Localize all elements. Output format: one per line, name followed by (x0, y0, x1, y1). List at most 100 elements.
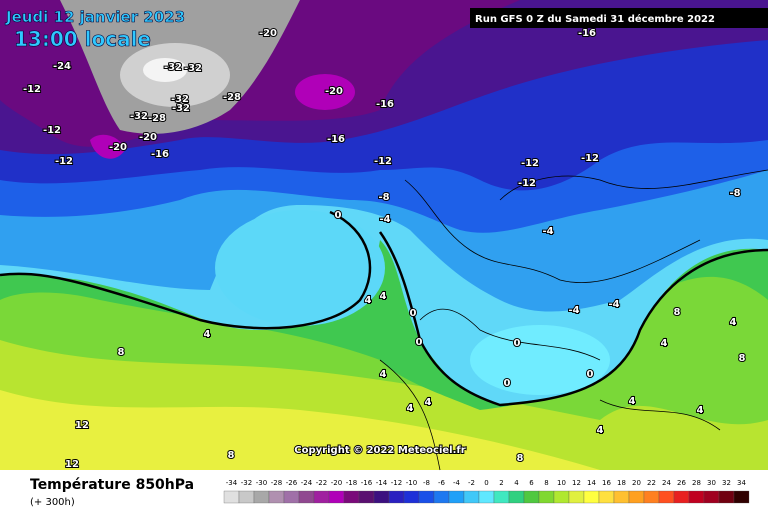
contour-label: 0 (587, 369, 594, 380)
legend-swatch (493, 490, 510, 504)
legend-tick-label: -18 (346, 479, 357, 487)
contour-label: 4 (597, 425, 604, 436)
legend-tick-label: -20 (331, 479, 342, 487)
legend-tick-label: 24 (662, 479, 671, 487)
legend-tick-label: 0 (484, 479, 488, 487)
legend-tick-label: 20 (632, 479, 641, 487)
legend-swatch (508, 490, 525, 504)
legend-swatch (718, 490, 735, 504)
contour-label: -4 (568, 305, 579, 316)
contour-label: -12 (43, 125, 61, 136)
contour-label: 4 (380, 369, 387, 380)
contour-label: -16 (376, 99, 394, 110)
legend-swatch (643, 490, 660, 504)
legend-tick-label: -28 (271, 479, 282, 487)
contour-label: -32 (130, 111, 148, 122)
legend-swatch (433, 490, 450, 504)
contour-label: 8 (118, 347, 125, 358)
legend-swatch (733, 490, 750, 504)
contour-label: 4 (407, 403, 414, 414)
contour-label: -12 (518, 178, 536, 189)
map-background (0, 0, 768, 470)
legend-swatch (373, 490, 390, 504)
contour-label: 4 (365, 295, 372, 306)
legend-swatch (688, 490, 705, 504)
contour-label: -32 (184, 63, 202, 74)
legend-swatch (613, 490, 630, 504)
contour-label: 4 (425, 397, 432, 408)
legend-swatch (388, 490, 405, 504)
contour-label: -16 (151, 149, 169, 160)
legend-tick-label: -34 (226, 479, 238, 487)
legend-tick-label: -14 (376, 479, 388, 487)
contour-label: -32 (164, 62, 182, 73)
legend-swatch (583, 490, 600, 504)
legend-tick-label: 12 (572, 479, 581, 487)
legend-tick-label: -6 (438, 479, 446, 487)
contour-label: -20 (325, 86, 343, 97)
forecast-time: 13:00 locale (14, 27, 151, 51)
legend-swatch (313, 490, 330, 504)
legend-tick-label: -32 (241, 479, 252, 487)
contour-label: -12 (23, 84, 41, 95)
contour-label: 8 (228, 450, 235, 461)
contour-label: 4 (730, 317, 737, 328)
contour-label: 12 (65, 459, 79, 470)
contour-label: -32 (172, 103, 190, 114)
contour-label: 8 (674, 307, 681, 318)
contour-labels: -20-24 -32 -32-12-32 -28-32 -28-32-20-16-16-… (22, 27, 747, 471)
legend-tick-label: 30 (707, 479, 716, 487)
legend-tick-label: -8 (423, 479, 430, 487)
footer-subtitle: (+ 300h) (30, 497, 75, 508)
legend-tick-label: 26 (677, 479, 686, 487)
contour-label: -32 (171, 94, 189, 105)
contour-label: -12 (521, 158, 539, 169)
contour-label: -24 (53, 61, 71, 72)
legend-tick-label: -22 (316, 479, 327, 487)
legend-tick-label: -2 (468, 479, 475, 487)
legend-swatch (628, 490, 645, 504)
contour-label: 4 (380, 291, 387, 302)
legend-swatch (598, 490, 615, 504)
run-info: Run GFS 0 Z du Samedi 31 décembre 2022 (475, 13, 715, 25)
legend-tick-label: 32 (722, 479, 731, 487)
legend-swatch (673, 490, 690, 504)
contour-label: -16 (327, 134, 345, 145)
legend-swatch (238, 490, 255, 504)
contour-label: -4 (608, 299, 619, 310)
contour-label: 0 (504, 378, 511, 389)
contour-label: 8 (739, 353, 746, 364)
contour-label: -28 (223, 92, 241, 103)
contour-label: -20 (139, 132, 157, 143)
legend-tick-label: 22 (647, 479, 656, 487)
contour-label: -8 (378, 192, 389, 203)
legend-tick-label: 16 (602, 479, 611, 487)
contour-label: 0 (416, 337, 423, 348)
legend-tick-label: 28 (692, 479, 701, 487)
legend-swatch (703, 490, 720, 504)
legend-tick-label: 14 (587, 479, 596, 487)
legend-tick-label: 10 (557, 479, 566, 487)
legend-swatch (268, 490, 285, 504)
legend-tick-label: -16 (361, 479, 373, 487)
legend-swatch (448, 490, 465, 504)
coastlines (0, 169, 768, 471)
contour-label: -20 (259, 28, 277, 39)
contour-label: 4 (629, 396, 636, 407)
legend-swatch (403, 490, 420, 504)
legend-tick-label: 4 (514, 479, 519, 487)
contour-label: 0 (410, 308, 417, 319)
color-legend: -34 -32 -30 -28 -26 -24 -22 -20 -18 -16 -14 -12 -10-… (223, 479, 750, 504)
legend-swatch (538, 490, 555, 504)
contour-label: -8 (729, 188, 740, 199)
legend-tick-label: -30 (256, 479, 267, 487)
legend-tick-label: -24 (301, 479, 313, 487)
contour-label: 0 (335, 210, 342, 221)
contour-label: 0 (514, 338, 521, 349)
contour-label: -16 (578, 28, 596, 39)
legend-swatch (658, 490, 675, 504)
legend-swatch (328, 490, 345, 504)
copyright: Copyright © 2022 Meteociel.fr (294, 445, 465, 456)
contour-label: 4 (697, 405, 704, 416)
